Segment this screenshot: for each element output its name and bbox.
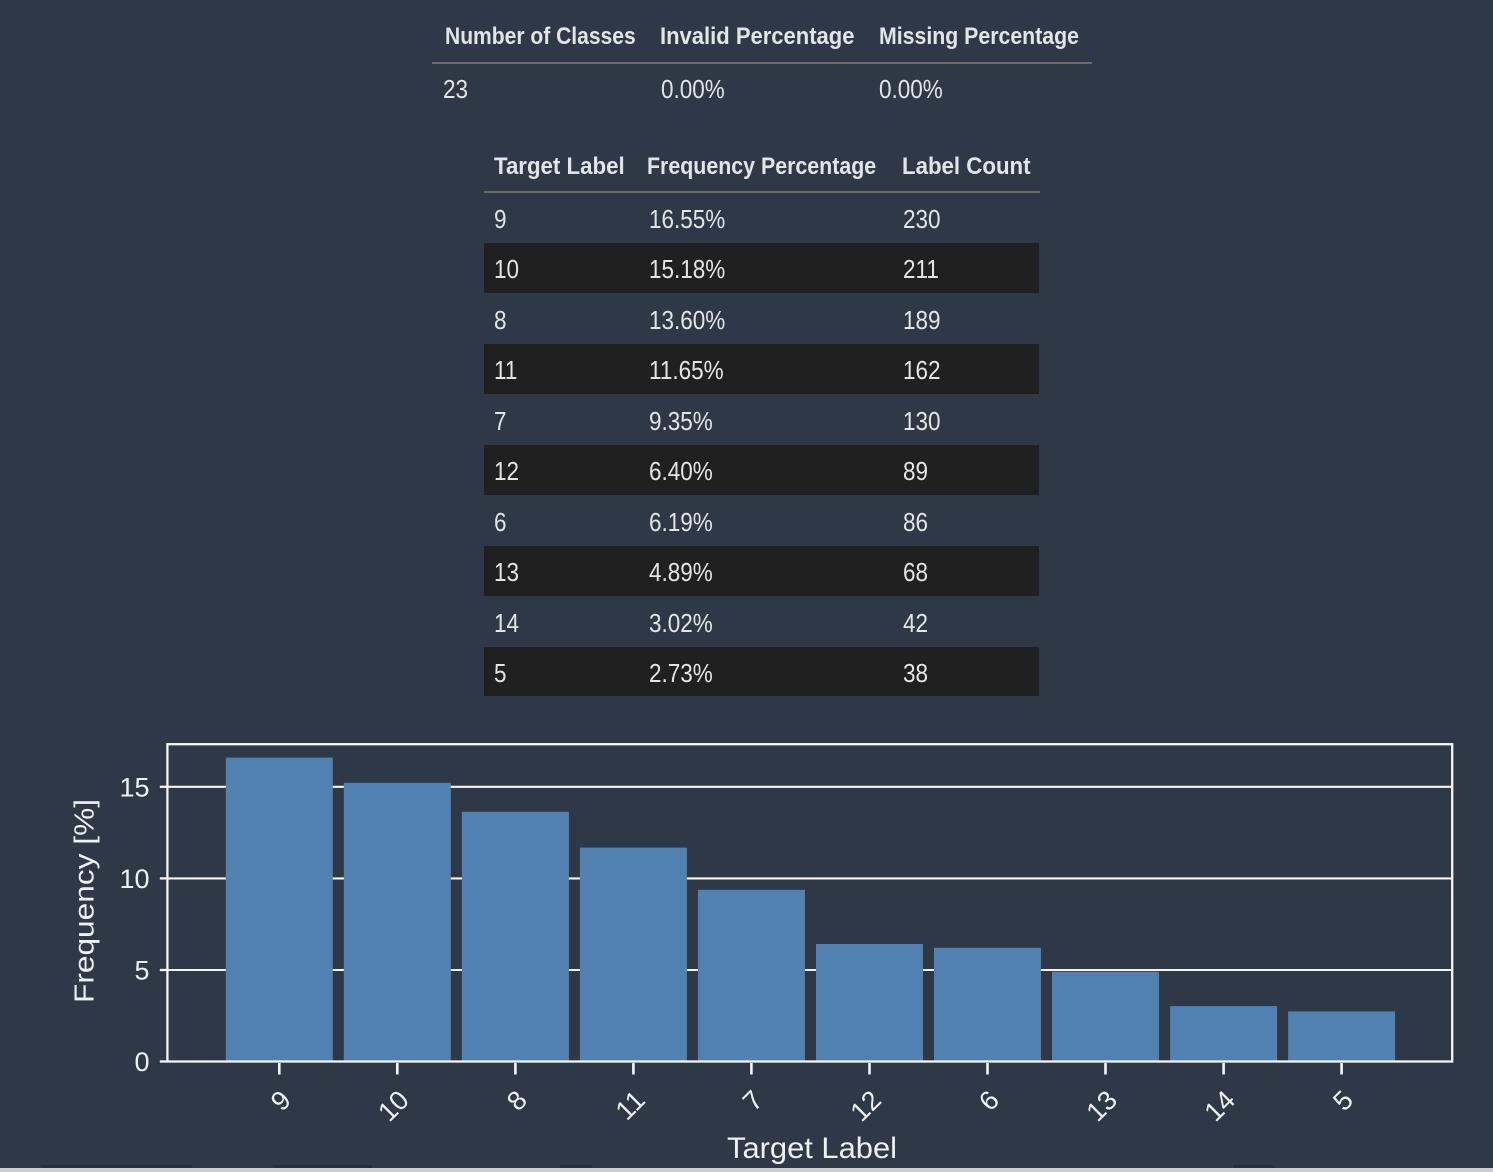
svg-text:9: 9 (265, 1085, 297, 1117)
svg-text:Target Label: Target Label (727, 1132, 897, 1165)
svg-text:7: 7 (737, 1085, 769, 1117)
svg-text:10: 10 (372, 1085, 414, 1127)
svg-text:11: 11 (610, 1085, 651, 1126)
svg-text:0: 0 (134, 1047, 149, 1077)
svg-text:15: 15 (119, 772, 149, 802)
svg-text:5: 5 (1327, 1085, 1359, 1117)
svg-text:12: 12 (844, 1085, 886, 1127)
svg-text:8: 8 (501, 1085, 533, 1117)
svg-text:6: 6 (973, 1085, 1005, 1117)
svg-text:14: 14 (1199, 1085, 1241, 1127)
svg-text:Frequency [%]: Frequency [%] (69, 799, 100, 1003)
svg-text:5: 5 (134, 956, 149, 986)
svg-text:13: 13 (1080, 1085, 1122, 1127)
svg-text:10: 10 (119, 864, 149, 894)
